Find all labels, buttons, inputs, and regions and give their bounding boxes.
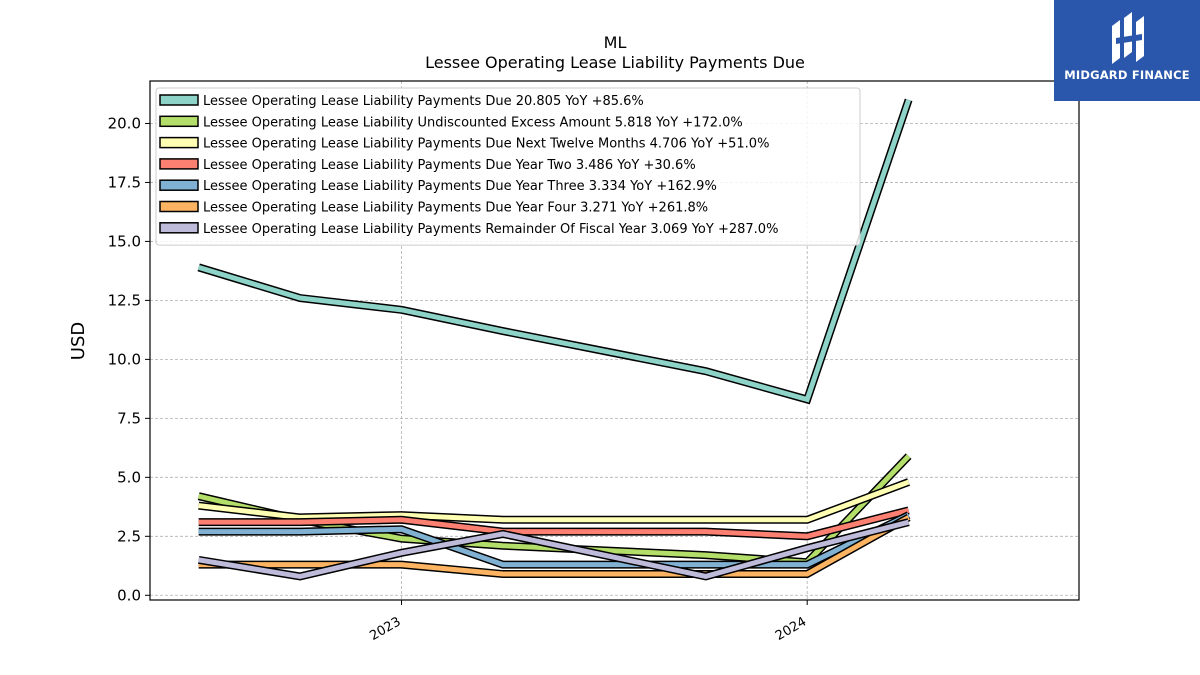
y-tick-label: 10.0: [108, 350, 141, 368]
y-axis-label: USD: [68, 322, 89, 360]
series-line-stroke: [197, 99, 911, 403]
y-axis-ticks: 0.0 2.5 5.0 7.5 10.0 12.5 15.0 17.5 20.0: [108, 114, 150, 604]
logo-text: MIDGARD FINANCE: [1064, 68, 1190, 82]
legend-label: Lessee Operating Lease Liability Payment…: [203, 94, 644, 109]
series-line-6: [198, 513, 911, 579]
chart-title: ML: [604, 33, 627, 52]
y-tick-label: 5.0: [117, 468, 141, 486]
y-tick-label: 7.5: [117, 409, 141, 427]
legend-swatch: [159, 158, 199, 170]
legend-label: Lessee Operating Lease Liability Payment…: [203, 179, 717, 194]
series-line-stroke: [198, 479, 910, 523]
legend: Lessee Operating Lease Liability Payment…: [155, 87, 861, 246]
series-line-stroke: [198, 519, 910, 579]
legend-label: Lessee Operating Lease Liability Payment…: [203, 158, 696, 173]
logo-mark-icon: [1112, 12, 1144, 64]
legend-label: Lessee Operating Lease Liability Payment…: [203, 137, 769, 152]
legend-label: Lessee Operating Lease Liability Undisco…: [203, 115, 743, 130]
x-tick-label: 2023: [367, 614, 403, 644]
chart-subtitle: Lessee Operating Lease Liability Payment…: [425, 53, 805, 72]
legend-box: [155, 87, 861, 246]
legend-swatch: [159, 200, 199, 213]
y-tick-label: 12.5: [108, 291, 141, 309]
legend-label: Lessee Operating Lease Liability Payment…: [203, 222, 778, 237]
legend-swatch: [159, 222, 199, 234]
x-tick-label: 2024: [773, 614, 809, 644]
y-tick-label: 0.0: [117, 586, 141, 604]
series-line-stroke: [198, 515, 910, 577]
series-line-1: [197, 98, 913, 405]
series-line-5: [198, 511, 911, 569]
y-tick-label: 15.0: [108, 232, 141, 250]
plot-frame: [149, 80, 1080, 601]
legend-swatch: [159, 136, 199, 149]
legend-swatch: [159, 179, 199, 191]
series-line-stroke: [198, 512, 910, 568]
y-tick-label: 2.5: [117, 527, 141, 545]
series-line-7: [198, 518, 910, 581]
y-tick-label: 17.5: [108, 173, 141, 191]
series-lines: [197, 98, 913, 581]
series-line-outline: [198, 478, 911, 524]
legend-label: Lessee Operating Lease Liability Payment…: [203, 201, 708, 216]
legend-swatch: [159, 94, 199, 106]
y-tick-label: 20.0: [108, 114, 141, 132]
series-line-3: [198, 478, 911, 524]
x-axis-ticks: 2023 2024: [367, 600, 809, 644]
legend-swatch: [159, 115, 199, 128]
brand-logo: MIDGARD FINANCE: [1054, 0, 1200, 101]
